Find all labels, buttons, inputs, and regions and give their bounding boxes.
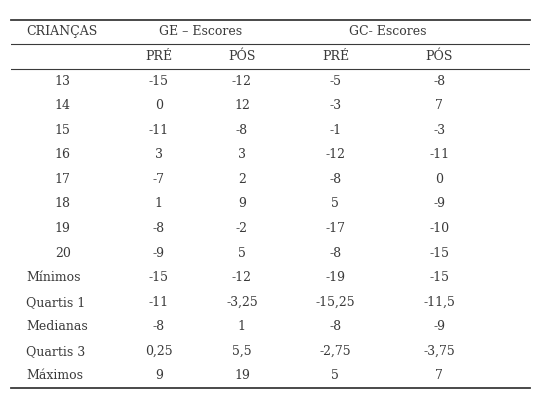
Text: -15: -15 <box>430 246 449 259</box>
Text: PRÉ: PRÉ <box>322 50 349 63</box>
Text: -11,5: -11,5 <box>424 296 455 309</box>
Text: 3: 3 <box>238 148 246 161</box>
Text: -9: -9 <box>433 198 445 210</box>
Text: 3: 3 <box>155 148 163 161</box>
Text: 0: 0 <box>155 99 163 112</box>
Text: 5: 5 <box>332 369 339 382</box>
Text: -19: -19 <box>326 271 345 284</box>
Text: -11: -11 <box>149 124 169 137</box>
Text: -12: -12 <box>232 75 252 88</box>
Text: PÓS: PÓS <box>426 50 453 63</box>
Text: 1: 1 <box>238 320 246 333</box>
Text: -8: -8 <box>329 246 341 259</box>
Text: 12: 12 <box>234 99 250 112</box>
Text: Quartis 1: Quartis 1 <box>27 296 85 309</box>
Text: 18: 18 <box>55 198 71 210</box>
Text: 9: 9 <box>238 198 246 210</box>
Text: 0,25: 0,25 <box>145 345 173 358</box>
Text: -9: -9 <box>433 320 445 333</box>
Text: -15: -15 <box>149 75 169 88</box>
Text: CRIANÇAS: CRIANÇAS <box>27 25 98 38</box>
Text: -8: -8 <box>329 173 341 186</box>
Text: -10: -10 <box>429 222 450 235</box>
Text: -3,75: -3,75 <box>424 345 455 358</box>
Text: Máximos: Máximos <box>27 369 83 382</box>
Text: Medianas: Medianas <box>27 320 88 333</box>
Text: 2: 2 <box>238 173 246 186</box>
Text: -9: -9 <box>153 246 165 259</box>
Text: -7: -7 <box>153 173 165 186</box>
Text: GE – Escores: GE – Escores <box>159 25 242 38</box>
Text: 7: 7 <box>436 99 443 112</box>
Text: -15: -15 <box>149 271 169 284</box>
Text: 20: 20 <box>55 246 71 259</box>
Text: -8: -8 <box>433 75 445 88</box>
Text: -3: -3 <box>433 124 445 137</box>
Text: -3,25: -3,25 <box>226 296 258 309</box>
Text: 5,5: 5,5 <box>232 345 252 358</box>
Text: GC- Escores: GC- Escores <box>348 25 426 38</box>
Text: -1: -1 <box>329 124 341 137</box>
Text: -12: -12 <box>326 148 345 161</box>
Text: PÓS: PÓS <box>228 50 256 63</box>
Text: -8: -8 <box>153 222 165 235</box>
Text: 1: 1 <box>155 198 163 210</box>
Text: -15: -15 <box>430 271 449 284</box>
Text: -15,25: -15,25 <box>315 296 355 309</box>
Text: -8: -8 <box>153 320 165 333</box>
Text: -11: -11 <box>429 148 450 161</box>
Text: -2: -2 <box>236 222 248 235</box>
Text: -5: -5 <box>329 75 341 88</box>
Text: -17: -17 <box>326 222 345 235</box>
Text: -8: -8 <box>329 320 341 333</box>
Text: PRÉ: PRÉ <box>146 50 173 63</box>
Text: -12: -12 <box>232 271 252 284</box>
Text: -8: -8 <box>236 124 248 137</box>
Text: -11: -11 <box>149 296 169 309</box>
Text: 5: 5 <box>332 198 339 210</box>
Text: 9: 9 <box>155 369 163 382</box>
Text: -3: -3 <box>329 99 341 112</box>
Text: 19: 19 <box>234 369 250 382</box>
Text: 14: 14 <box>55 99 71 112</box>
Text: 7: 7 <box>436 369 443 382</box>
Text: 15: 15 <box>55 124 71 137</box>
Text: 0: 0 <box>436 173 443 186</box>
Text: 17: 17 <box>55 173 71 186</box>
Text: -2,75: -2,75 <box>320 345 351 358</box>
Text: 16: 16 <box>55 148 71 161</box>
Text: Quartis 3: Quartis 3 <box>27 345 85 358</box>
Text: 19: 19 <box>55 222 71 235</box>
Text: 5: 5 <box>238 246 246 259</box>
Text: 13: 13 <box>55 75 71 88</box>
Text: Mínimos: Mínimos <box>27 271 81 284</box>
